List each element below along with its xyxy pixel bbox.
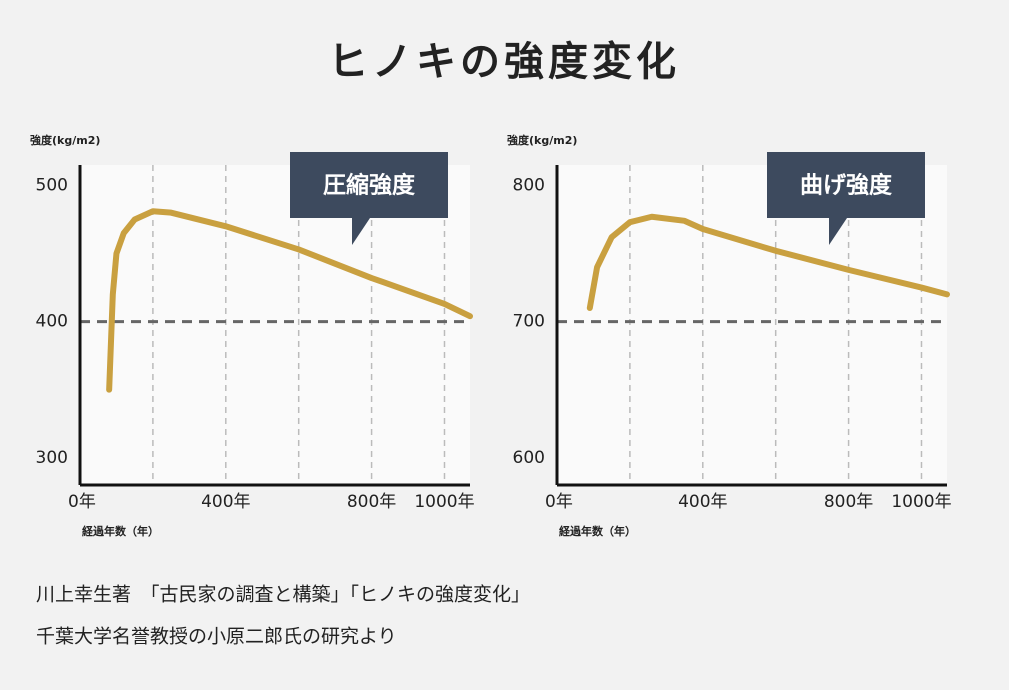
title: ヒノキの強度変化	[328, 39, 680, 85]
x-tick-label: 400年	[678, 492, 727, 512]
x-tick-label: 400年	[201, 492, 250, 512]
x-tick-label: 800年	[347, 492, 396, 512]
x-tick-label: 1000年	[891, 492, 951, 512]
x-tick-label: 0年	[545, 492, 573, 512]
callout-box	[767, 152, 925, 245]
y-tick-label: 800	[513, 175, 545, 195]
x-axis-label: 経過年数（年）	[82, 524, 159, 538]
y-tick-label: 500	[36, 175, 68, 195]
line	[586, 213, 950, 311]
y-tick-label: 400	[36, 312, 68, 332]
y-tick-label: 300	[36, 448, 68, 468]
plot-area	[557, 165, 947, 485]
x-tick-label: 1000年	[414, 492, 474, 512]
callout-box	[290, 152, 448, 245]
line	[106, 208, 473, 393]
legend-label: 曲げ強度	[800, 172, 893, 199]
x-tick-label: 800年	[824, 492, 873, 512]
y-axis-label: 強度(kg/m2)	[507, 133, 577, 147]
x-axis-label: 経過年数（年）	[559, 524, 636, 538]
x-tick-label: 0年	[68, 492, 96, 512]
y-axis-label: 強度(kg/m2)	[30, 133, 100, 147]
legend-label: 圧縮強度	[323, 172, 416, 199]
y-tick-label: 600	[513, 448, 545, 468]
source: 川上幸生著 「古民家の調査と構築」「ヒノキの強度変化」	[36, 584, 530, 606]
y-tick-label: 700	[513, 312, 545, 332]
plot-area	[80, 165, 470, 485]
source: 千葉大学名誉教授の小原二郎氏の研究より	[36, 626, 397, 648]
